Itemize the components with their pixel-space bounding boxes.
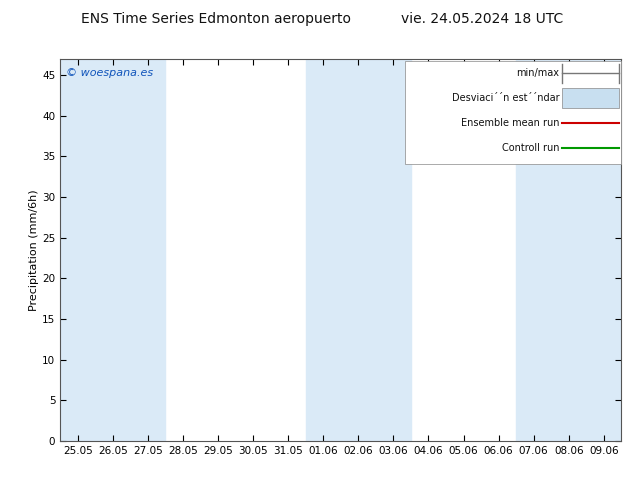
Text: Desviaci´´n est´´ndar: Desviaci´´n est´´ndar <box>452 93 560 103</box>
Text: © woespana.es: © woespana.es <box>66 69 153 78</box>
Bar <box>95 59 165 441</box>
Y-axis label: Precipitation (mm/6h): Precipitation (mm/6h) <box>29 189 39 311</box>
Bar <box>306 59 411 441</box>
Bar <box>562 88 619 107</box>
Text: min/max: min/max <box>517 68 560 78</box>
Bar <box>516 59 621 441</box>
Text: ENS Time Series Edmonton aeropuerto: ENS Time Series Edmonton aeropuerto <box>81 12 351 26</box>
Bar <box>405 61 621 164</box>
Text: vie. 24.05.2024 18 UTC: vie. 24.05.2024 18 UTC <box>401 12 563 26</box>
Bar <box>60 59 95 441</box>
Text: Ensemble mean run: Ensemble mean run <box>461 118 560 128</box>
Text: Controll run: Controll run <box>502 143 560 153</box>
